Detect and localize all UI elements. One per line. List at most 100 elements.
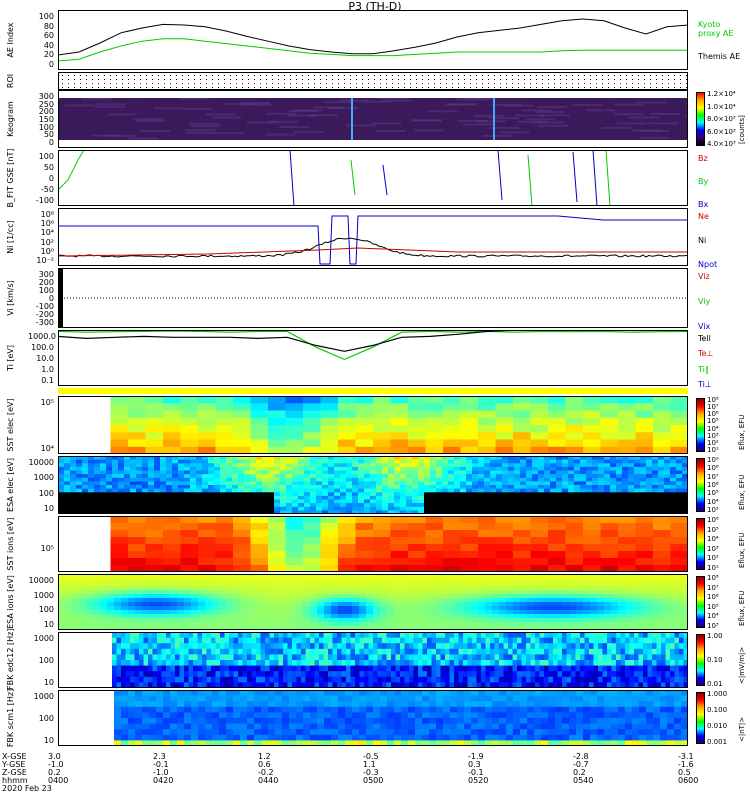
spectrogram-cell [556, 466, 563, 471]
spectrogram-cell [412, 503, 419, 508]
spectrogram-cell [499, 578, 507, 583]
spectrogram-cell [520, 457, 527, 461]
spectrogram-cell [481, 633, 486, 639]
spectrogram-cell [532, 510, 539, 513]
spectrogram-cell [380, 582, 388, 587]
spectrogram-cell [580, 477, 587, 482]
spectrogram-cell [457, 618, 465, 623]
spectrogram-cell [212, 594, 220, 599]
spectrogram-cell [250, 397, 269, 404]
roi-dot [392, 79, 393, 80]
spectrogram-cell [224, 671, 230, 678]
spectrogram-cell [240, 610, 248, 615]
spectrogram-cell [478, 578, 486, 583]
spectrogram-cell [422, 606, 430, 611]
roi-dot [194, 75, 195, 76]
spectrogram-cell [178, 499, 185, 504]
spectrogram-cell [467, 676, 473, 683]
spectrogram-cell [334, 506, 341, 511]
spectrogram-cell [193, 654, 198, 661]
spectrogram-cell [401, 582, 409, 587]
spectrogram-cell [674, 618, 682, 623]
roi-dot [518, 75, 519, 76]
spectrogram-cell [148, 643, 153, 650]
spectrogram-cell [548, 446, 566, 453]
spectrogram-cell [289, 622, 297, 627]
spectrogram-cell [170, 594, 178, 599]
spectrogram-cell [317, 626, 325, 629]
spectrogram-cell [460, 551, 479, 559]
spectrogram-cell [660, 578, 668, 583]
spectrogram-cell [177, 606, 185, 611]
spectrogram-cell [215, 544, 234, 552]
legend-entry: Viy [698, 297, 711, 306]
spectrogram-cell [310, 682, 315, 687]
spectrogram-cell [238, 660, 243, 667]
spectrogram-cell [214, 457, 221, 461]
spectrogram-cell [148, 463, 155, 468]
spectrogram-cell [583, 403, 601, 412]
roi-dot [110, 87, 111, 88]
spectrogram-cell [425, 432, 444, 441]
spectrogram-cell [413, 671, 419, 678]
spectrogram-cell [660, 626, 668, 629]
spectrogram-cell [355, 410, 374, 419]
roi-dot [482, 75, 483, 76]
spectrogram-cell [562, 499, 569, 504]
spectrogram-cell [527, 622, 535, 627]
spectrogram-cell [457, 610, 465, 615]
spectrogram-cell [70, 492, 77, 497]
spectrogram-cell [254, 578, 262, 583]
spectrogram-cell [562, 606, 570, 611]
spectrogram-cell [238, 633, 243, 639]
spectrogram-cell [448, 485, 455, 490]
spectrogram-cell [256, 463, 263, 468]
spectrogram-cell [268, 618, 276, 623]
spectrogram-cell [496, 477, 503, 482]
spectrogram-cell [340, 477, 347, 482]
spectrogram-cell [170, 582, 178, 587]
spectrogram-cell [490, 457, 497, 461]
spectrogram-cell [242, 682, 248, 687]
spectrogram-cell [220, 671, 225, 678]
spectrogram-cell [196, 499, 203, 504]
spectrogram-cell [172, 492, 179, 497]
spectrogram-cell [513, 417, 531, 426]
spectrogram-cell [215, 530, 234, 538]
spectrogram-cell [232, 495, 239, 500]
spectrogram-cell [112, 654, 117, 661]
spectrogram-cell [301, 633, 306, 639]
spectrogram-cell [179, 676, 185, 683]
spectrogram-cell [590, 618, 598, 623]
spectrogram-cell [100, 510, 107, 513]
spectrogram-cell [530, 397, 549, 404]
spectrogram-cell [324, 594, 332, 599]
spectrogram-cell [175, 637, 180, 644]
spectrogram-cell [310, 614, 318, 619]
spectrogram-cell [224, 660, 230, 667]
spectrogram-cell [527, 602, 535, 607]
spectrogram-cell [454, 671, 459, 678]
spectrogram-cell [382, 463, 389, 468]
legend-entry: Kyoto [698, 20, 721, 29]
spectrogram-cell [118, 492, 125, 497]
spectrogram-cell [586, 463, 593, 468]
spectrogram-cell [346, 457, 353, 461]
spectrogram-cell [598, 463, 605, 468]
spectrogram-cell [526, 457, 533, 461]
spectrogram-cell [610, 474, 617, 479]
spectrogram-cell [653, 397, 671, 404]
spectrogram-cell [226, 459, 233, 464]
spectrogram-cell [380, 575, 388, 579]
spectrogram-cell [350, 665, 356, 672]
spectrogram-cell [610, 481, 617, 486]
spectrogram-cell [639, 598, 647, 603]
spectrogram-cell [220, 499, 227, 504]
spectrogram-cell [274, 633, 279, 639]
spectrogram-cell [484, 488, 491, 493]
spectrogram-cell [653, 602, 661, 607]
spectrogram-cell [331, 606, 339, 611]
spectrogram-cell [316, 510, 323, 513]
spectrogram-cell [156, 586, 164, 591]
spectrogram-cell [242, 660, 248, 667]
